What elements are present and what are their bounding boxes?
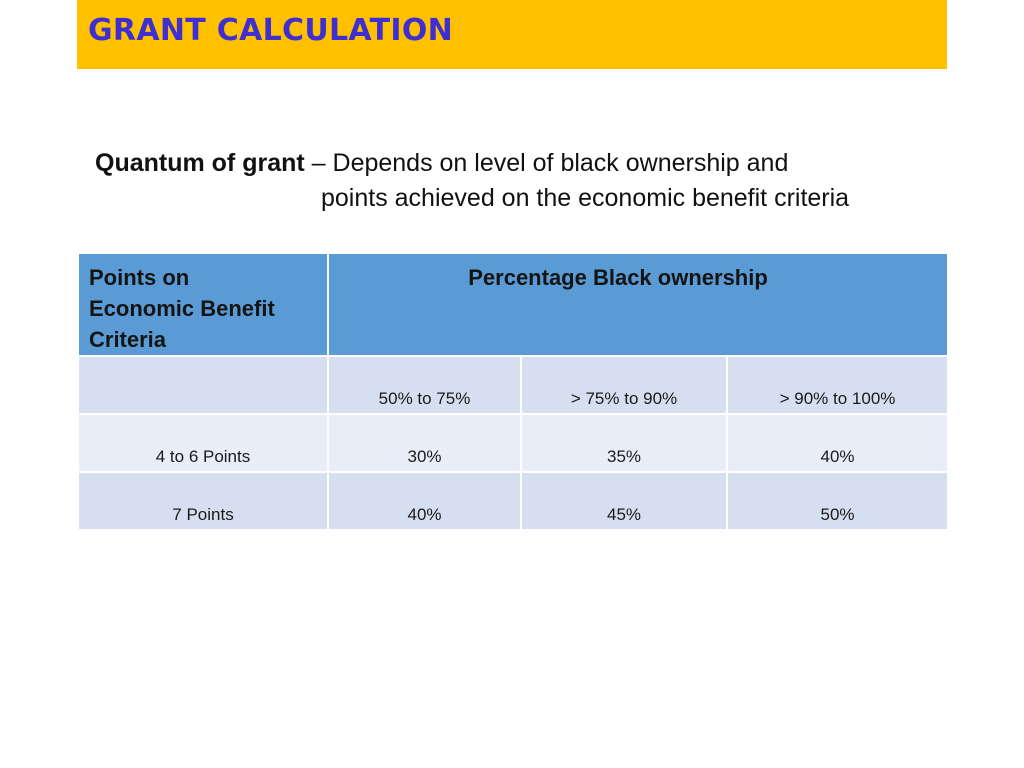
table-subheader-row: 50% to 75% > 75% to 90% > 90% to 100% <box>77 355 950 415</box>
table-cell <box>77 355 329 415</box>
table-cell: > 75% to 90% <box>520 355 728 415</box>
grant-table: Points on Economic Benefit Criteria Perc… <box>77 252 950 531</box>
intro-text: Quantum of grant – Depends on level of b… <box>95 146 955 216</box>
header-left-line: Points on <box>89 265 190 290</box>
table-cell: 7 Points <box>77 471 329 531</box>
table-cell: 50% to 75% <box>327 355 522 415</box>
table-header-row: Points on Economic Benefit Criteria Perc… <box>77 252 950 357</box>
table-cell: 40% <box>725 413 950 473</box>
intro-bold-label: Quantum of grant <box>95 149 305 177</box>
table-cell: 50% <box>725 471 950 531</box>
table-cell: > 90% to 100% <box>725 355 950 415</box>
header-points-criteria: Points on Economic Benefit Criteria <box>77 252 329 357</box>
header-percentage-ownership: Percentage Black ownership <box>326 252 950 357</box>
table-cell: 35% <box>520 413 728 473</box>
intro-line-1-rest: – Depends on level of black ownership an… <box>304 149 789 177</box>
table-cell: 30% <box>327 413 522 473</box>
intro-line-2: points achieved on the economic benefit … <box>321 184 850 212</box>
header-left-line: Economic Benefit <box>89 296 275 321</box>
page-title: GRANT CALCULATION <box>88 13 454 48</box>
intro-line-1: Quantum of grant – Depends on level of b… <box>95 146 955 181</box>
header-left-line: Criteria <box>89 327 167 352</box>
table-cell: 45% <box>520 471 728 531</box>
table-cell: 40% <box>327 471 522 531</box>
title-bar: GRANT CALCULATION <box>77 0 947 69</box>
table-row: 4 to 6 Points 30% 35% 40% <box>77 413 950 473</box>
table-row: 7 Points 40% 45% 50% <box>77 471 950 531</box>
table-cell: 4 to 6 Points <box>77 413 329 473</box>
